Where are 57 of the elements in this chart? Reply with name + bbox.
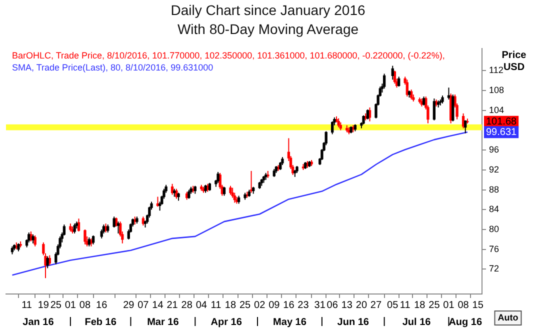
y-tick-label: 76 xyxy=(489,244,500,254)
text: Jul 16 xyxy=(402,316,432,328)
x-tick-label: 11 xyxy=(210,300,222,311)
x-tick-label: 23 xyxy=(298,300,310,311)
x-tick-label: 25 xyxy=(239,300,252,311)
x-tick-label: 21 xyxy=(166,300,178,311)
annotation: 101.68 xyxy=(486,116,518,128)
x-tick-label: 25 xyxy=(428,300,440,311)
x-tick-label: 01 xyxy=(64,300,76,311)
text: SMA, Trade Price(Last), 80, 8/10/2016, 99.631000 xyxy=(12,62,214,72)
y-tick-label: 108 xyxy=(489,85,504,96)
y-tick-label: 92 xyxy=(489,164,500,174)
x-tick-label: 11 xyxy=(22,300,32,311)
text: Jun 16 xyxy=(337,316,370,328)
chart-subtitle: With 80-Day Moving Average xyxy=(176,20,360,39)
x-tick-label: 18 xyxy=(414,300,426,311)
x-tick-label: 14 xyxy=(152,300,164,311)
text: May 16 xyxy=(273,316,307,328)
text: Apr 16 xyxy=(210,316,242,328)
text: Auto xyxy=(498,312,519,322)
annotation: 99.631 xyxy=(486,126,518,138)
x-tick-label: 20 xyxy=(356,300,368,311)
x-tick-label: 13 xyxy=(341,300,353,311)
chart-title: Daily Chart since January 2016 xyxy=(170,1,366,20)
text: Jan 16 xyxy=(22,316,54,328)
x-tick-label: 15 xyxy=(472,300,484,311)
y-tick-label: 72 xyxy=(489,264,500,274)
x-tick-label: 06 xyxy=(326,300,338,311)
text: BarOHLC, Trade Price, 8/10/2016, 101.770000, 102.350000, 101.361000, 101.680000, -0.220000, (-0.22%), xyxy=(12,50,445,60)
y-axis-title: Price USD xyxy=(502,50,527,74)
x-tick-label: 16 xyxy=(96,300,108,311)
x-tick-label: 04 xyxy=(196,300,208,311)
x-tick-label: 29 xyxy=(123,300,135,311)
y-tick-label: 104 xyxy=(489,104,504,115)
y-tick-label: 80 xyxy=(489,224,500,234)
x-tick-label: 19 xyxy=(38,300,50,311)
x-tick-label: 16 xyxy=(283,300,295,311)
x-tick-label: 05 xyxy=(387,300,399,311)
x-tick-label: 27 xyxy=(370,300,382,311)
text: Aug 16 xyxy=(448,316,482,328)
y-tick-label: 96 xyxy=(489,144,500,155)
y-tick-label: 84 xyxy=(489,204,500,214)
y-tick-label: 88 xyxy=(489,184,500,194)
x-tick-label: 09 xyxy=(268,300,280,311)
x-tick-label: 02 xyxy=(254,300,266,311)
x-tick-label: 31 xyxy=(314,300,326,311)
text: Feb 16 xyxy=(84,316,117,328)
x-tick-label: 01 xyxy=(443,300,455,311)
x-tick-label: 08 xyxy=(79,300,91,311)
x-tick-label: 11 xyxy=(400,300,411,311)
text: Mar 16 xyxy=(147,316,180,328)
x-tick-label: 07 xyxy=(138,300,150,311)
x-tick-label: 18 xyxy=(224,300,236,311)
x-tick-label: 28 xyxy=(181,300,193,311)
y-tick-label: 112 xyxy=(489,65,504,76)
x-tick-label: 25 xyxy=(50,300,62,311)
x-tick-label: 08 xyxy=(458,300,470,311)
